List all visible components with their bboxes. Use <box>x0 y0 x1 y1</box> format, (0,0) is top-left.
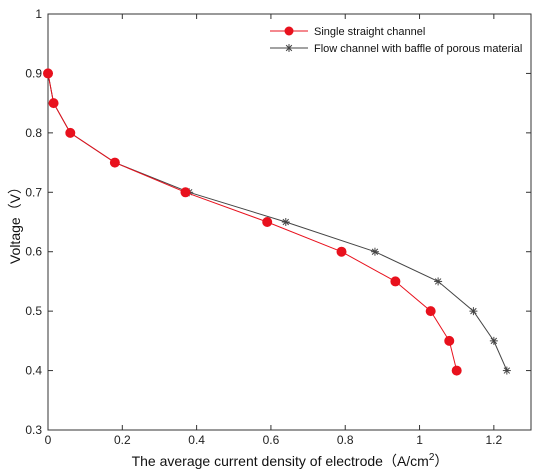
series-layer <box>43 68 511 376</box>
x-axis-title-suffix: ） <box>434 453 448 469</box>
data-point-circle <box>262 217 273 227</box>
y-tick-label: 1 <box>35 7 42 21</box>
x-tick-label: 0.8 <box>337 433 354 447</box>
data-point-circle <box>336 246 347 257</box>
data-point-circle <box>390 276 401 287</box>
x-tick-label: 0.6 <box>263 433 280 447</box>
data-point-star <box>469 307 478 316</box>
data-point-star <box>434 277 443 286</box>
x-tick-label: 1 <box>416 433 423 447</box>
data-point-star <box>489 336 498 345</box>
legend-label-0: Single straight channel <box>314 26 425 38</box>
legend-label-1: Flow channel with baffle of porous mater… <box>314 43 522 55</box>
y-axis-ticks: 0.3 0.4 0.5 0.6 0.7 0.8 0.9 1 <box>25 7 531 437</box>
x-tick-label: 0.4 <box>188 433 205 447</box>
data-point-star <box>370 247 379 256</box>
data-point-star <box>502 366 511 375</box>
data-point-circle <box>180 187 191 198</box>
x-axis-title-superscript: 2 <box>429 452 435 463</box>
x-tick-label: 1.2 <box>486 433 503 447</box>
x-axis-title-main: The average current density of electrode… <box>132 453 429 469</box>
y-tick-label: 0.4 <box>25 364 42 378</box>
data-point-circle <box>65 127 76 138</box>
y-tick-label: 0.6 <box>25 245 42 259</box>
y-tick-label: 0.7 <box>25 185 42 199</box>
y-tick-label: 0.8 <box>25 126 42 140</box>
data-point-circle <box>451 365 462 376</box>
x-tick-label: 0 <box>45 433 52 447</box>
legend-marker-star <box>285 44 293 52</box>
data-point-circle <box>425 306 436 317</box>
legend-marker-circle <box>284 26 294 36</box>
y-tick-label: 0.3 <box>25 423 42 437</box>
data-point-circle <box>109 157 120 168</box>
x-axis-ticks: 0 0.2 0.4 0.6 0.8 1 1.2 <box>45 14 503 447</box>
x-axis-title: The average current density of electrode… <box>132 452 449 469</box>
y-axis-title: Voltage（V） <box>7 180 23 264</box>
y-tick-label: 0.5 <box>25 304 42 318</box>
data-point-circle <box>48 98 59 109</box>
data-point-star <box>281 218 290 226</box>
data-point-circle <box>444 335 455 346</box>
legend: Single straight channel Flow channel with… <box>270 26 522 55</box>
y-tick-label: 0.9 <box>25 66 42 80</box>
data-point-circle <box>43 68 53 79</box>
x-tick-label: 0.2 <box>114 433 131 447</box>
